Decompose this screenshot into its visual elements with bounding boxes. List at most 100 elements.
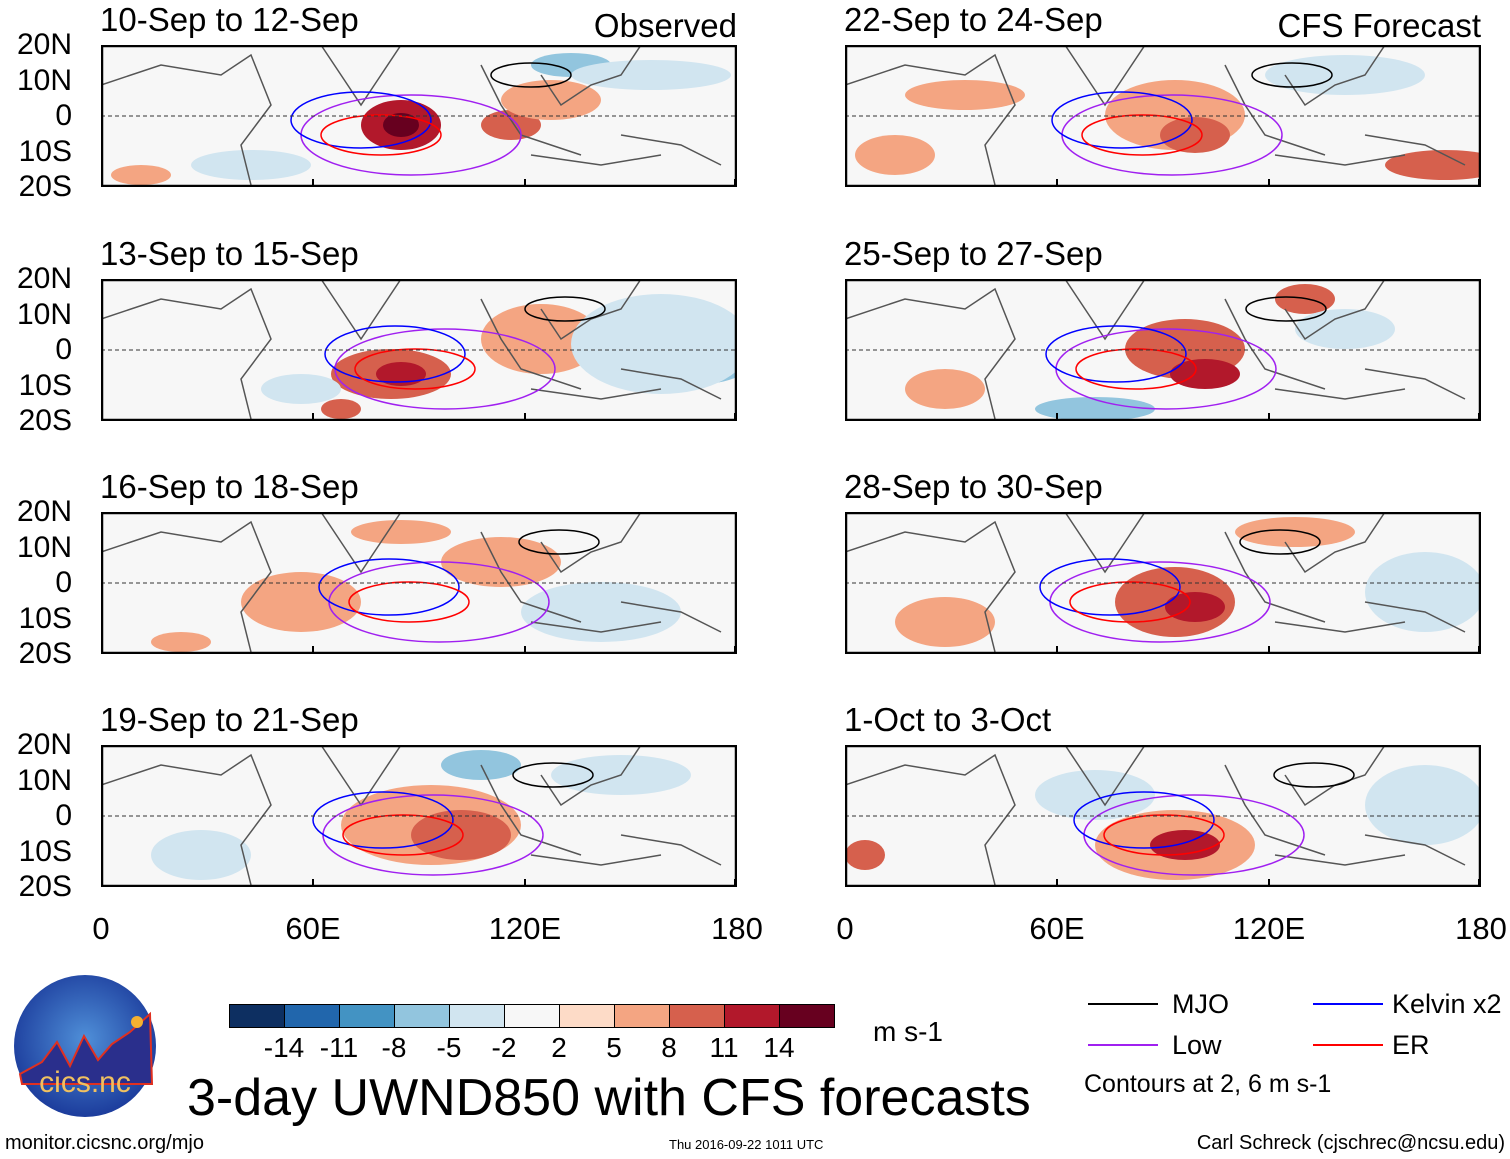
map-panel: [101, 745, 737, 887]
wind-anomaly-area: [241, 572, 361, 632]
contour-line: [1051, 91, 1193, 149]
contour-line: [1045, 325, 1187, 383]
contour-line: [1039, 558, 1181, 616]
wind-anomaly-area: [1365, 765, 1481, 845]
legend-kelvin: Kelvin x2: [1392, 989, 1502, 1019]
wind-anomaly-area: [1295, 309, 1395, 349]
contour-line: [1251, 62, 1333, 88]
legend-mjo: MJO: [1172, 989, 1229, 1019]
legend-er: ER: [1392, 1030, 1430, 1060]
panel-title: 16-Sep to 18-Sep: [100, 468, 359, 505]
lat-label: 0: [55, 799, 72, 832]
contour-line: [1273, 762, 1355, 788]
wind-anomaly-area: [1385, 150, 1481, 180]
colorbar: [229, 1004, 835, 1028]
coastline: [101, 279, 722, 420]
panel-frame: [845, 279, 1481, 421]
contour-line: [320, 114, 442, 156]
panel-title: 1-Oct to 3-Oct: [844, 701, 1052, 738]
lon-label: 60E: [285, 911, 341, 946]
cics-logo: cics.nc: [14, 975, 156, 1117]
lat-label: 20N: [16, 262, 72, 295]
lon-label: 180: [1455, 911, 1507, 946]
lat-label: 10S: [18, 601, 72, 635]
wind-anomaly-area: [845, 840, 885, 870]
footer-credit: Carl Schreck (cjschrec@ncsu.edu): [1196, 1132, 1505, 1154]
lon-label: 180: [711, 911, 763, 946]
wind-anomaly-area: [261, 374, 341, 404]
colorbar-swatch: [230, 1005, 285, 1027]
colorbar-tick-label: -14: [263, 1032, 305, 1063]
contour-line: [512, 762, 594, 788]
legend-low: Low: [1172, 1030, 1222, 1060]
wind-anomaly-area: [151, 632, 211, 652]
lat-label: 20S: [18, 637, 72, 670]
legend-line-low: [1088, 1044, 1158, 1046]
wind-anomaly-area: [111, 165, 171, 185]
colorbar-swatch: [670, 1005, 725, 1027]
contour-line: [1075, 348, 1197, 390]
colorbar-tick-label: 2: [551, 1032, 567, 1063]
map-panel: [101, 512, 737, 654]
wind-anomaly-area: [905, 369, 985, 409]
contour-line: [1069, 581, 1191, 623]
panel-title: 25-Sep to 27-Sep: [844, 235, 1103, 272]
panel-title: 22-Sep to 24-Sep: [844, 1, 1103, 38]
contour-line: [524, 296, 606, 322]
contour-line: [312, 791, 454, 849]
wind-anomaly-area: [151, 830, 251, 880]
contour-line: [318, 558, 460, 616]
colorbar-tick-label: 14: [763, 1032, 795, 1063]
colorbar-units: m s-1: [873, 1016, 943, 1047]
lon-label: 120E: [488, 911, 562, 946]
colorbar-swatch: [725, 1005, 780, 1027]
contour-line: [1239, 529, 1321, 555]
wind-anomaly-area: [376, 362, 426, 386]
panel-frame: [845, 745, 1481, 887]
wind-anomaly-area: [1035, 397, 1155, 421]
wind-anomaly-area: [1165, 592, 1225, 622]
legend-line-mjo: [1088, 1003, 1158, 1005]
lat-label: 10N: [16, 763, 72, 797]
coastline: [845, 512, 1466, 653]
lat-label: 20N: [16, 28, 72, 61]
wind-anomaly-area: [1265, 55, 1425, 95]
lat-label: 0: [55, 566, 72, 599]
panel-title: 28-Sep to 30-Sep: [844, 468, 1103, 505]
lon-label: 120E: [1232, 911, 1306, 946]
lon-label: 0: [836, 911, 854, 946]
lat-label: 10S: [18, 834, 72, 868]
lat-label: 20S: [18, 404, 72, 437]
lat-label: 10N: [16, 297, 72, 331]
contour-note: Contours at 2, 6 m s-1: [1084, 1070, 1332, 1098]
panel-frame: [845, 512, 1481, 654]
coastline: [101, 512, 722, 653]
panel-frame: [845, 45, 1481, 187]
contour-line: [290, 91, 432, 149]
contour-line: [348, 581, 470, 623]
contour-line: [518, 529, 600, 555]
colorbar-swatch: [615, 1005, 670, 1027]
lat-label: 20S: [18, 170, 72, 203]
wind-anomaly-area: [351, 520, 451, 544]
colorbar-swatch: [450, 1005, 505, 1027]
lat-label: 0: [55, 333, 72, 366]
wind-anomaly-area: [895, 597, 995, 647]
wind-anomaly-area: [1235, 517, 1355, 547]
footer-url[interactable]: monitor.cicsnc.org/mjo: [5, 1132, 204, 1154]
wind-anomaly-area: [905, 80, 1025, 110]
panel-source-tag: Observed: [593, 7, 737, 44]
legend-line-kelvin: [1313, 1003, 1383, 1005]
contour-line: [324, 325, 466, 383]
colorbar-swatch: [285, 1005, 340, 1027]
wind-anomaly-area: [411, 810, 511, 860]
colorbar-tick-label: -5: [436, 1032, 462, 1063]
wind-anomaly-area: [441, 537, 561, 587]
colorbar-swatch: [505, 1005, 560, 1027]
colorbar-tick-label: 11: [709, 1032, 739, 1063]
coastline: [845, 279, 1466, 420]
panel-title: 10-Sep to 12-Sep: [100, 1, 359, 38]
colorbar-tick-label: 5: [606, 1032, 622, 1063]
panel-frame: [101, 745, 737, 887]
